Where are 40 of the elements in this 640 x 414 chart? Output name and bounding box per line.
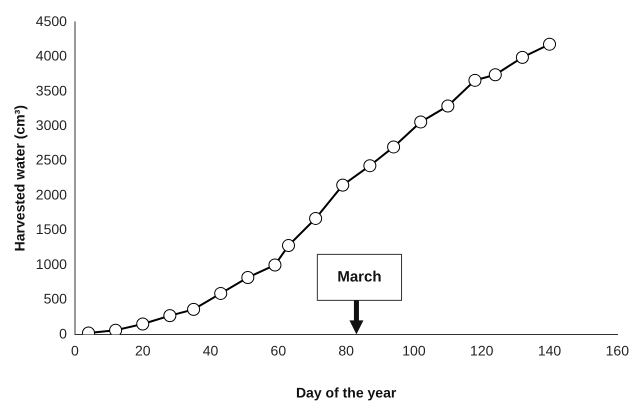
x-tick-label: 40 xyxy=(202,342,219,359)
point xyxy=(516,50,529,64)
point xyxy=(109,324,122,334)
point xyxy=(187,302,200,316)
x-tick-label: 20 xyxy=(134,342,151,359)
point xyxy=(268,258,282,272)
point xyxy=(441,100,454,112)
point xyxy=(363,159,376,172)
point xyxy=(309,212,322,225)
point xyxy=(282,239,296,252)
point xyxy=(136,317,150,330)
point xyxy=(543,38,556,51)
point xyxy=(163,309,176,322)
x-tick-label: 100 xyxy=(402,342,426,359)
point xyxy=(241,270,254,284)
point xyxy=(214,286,228,300)
point xyxy=(336,178,350,192)
x-tick-label: 140 xyxy=(538,342,562,359)
point xyxy=(488,68,502,82)
y-tick-label: 4500 xyxy=(36,12,68,29)
x-tick-label: 0 xyxy=(71,342,80,359)
point xyxy=(387,140,400,154)
y-axis-title: Harvested water (cm³) xyxy=(11,105,28,252)
annotation: March xyxy=(337,268,382,286)
point xyxy=(468,74,482,87)
x-axis-title: Day of the year xyxy=(296,384,397,400)
x-tick-label: 120 xyxy=(470,342,494,359)
y-tick-label: 4000 xyxy=(36,48,68,64)
y-tick-label: 2500 xyxy=(36,152,68,168)
point xyxy=(414,115,428,128)
y-tick-label: 3500 xyxy=(36,82,68,98)
y-tick-label: 2000 xyxy=(36,186,68,202)
y-tick-label: 1500 xyxy=(36,221,68,238)
x-tick-label: 80 xyxy=(338,342,354,359)
y-tick-label: 0 xyxy=(59,325,68,342)
x-tick-label: 60 xyxy=(270,342,286,359)
y-tick-label: 3000 xyxy=(36,116,68,133)
x-tick-label: 160 xyxy=(606,342,630,359)
y-tick-label: 500 xyxy=(44,290,68,307)
y-tick-label: 1000 xyxy=(36,256,68,272)
